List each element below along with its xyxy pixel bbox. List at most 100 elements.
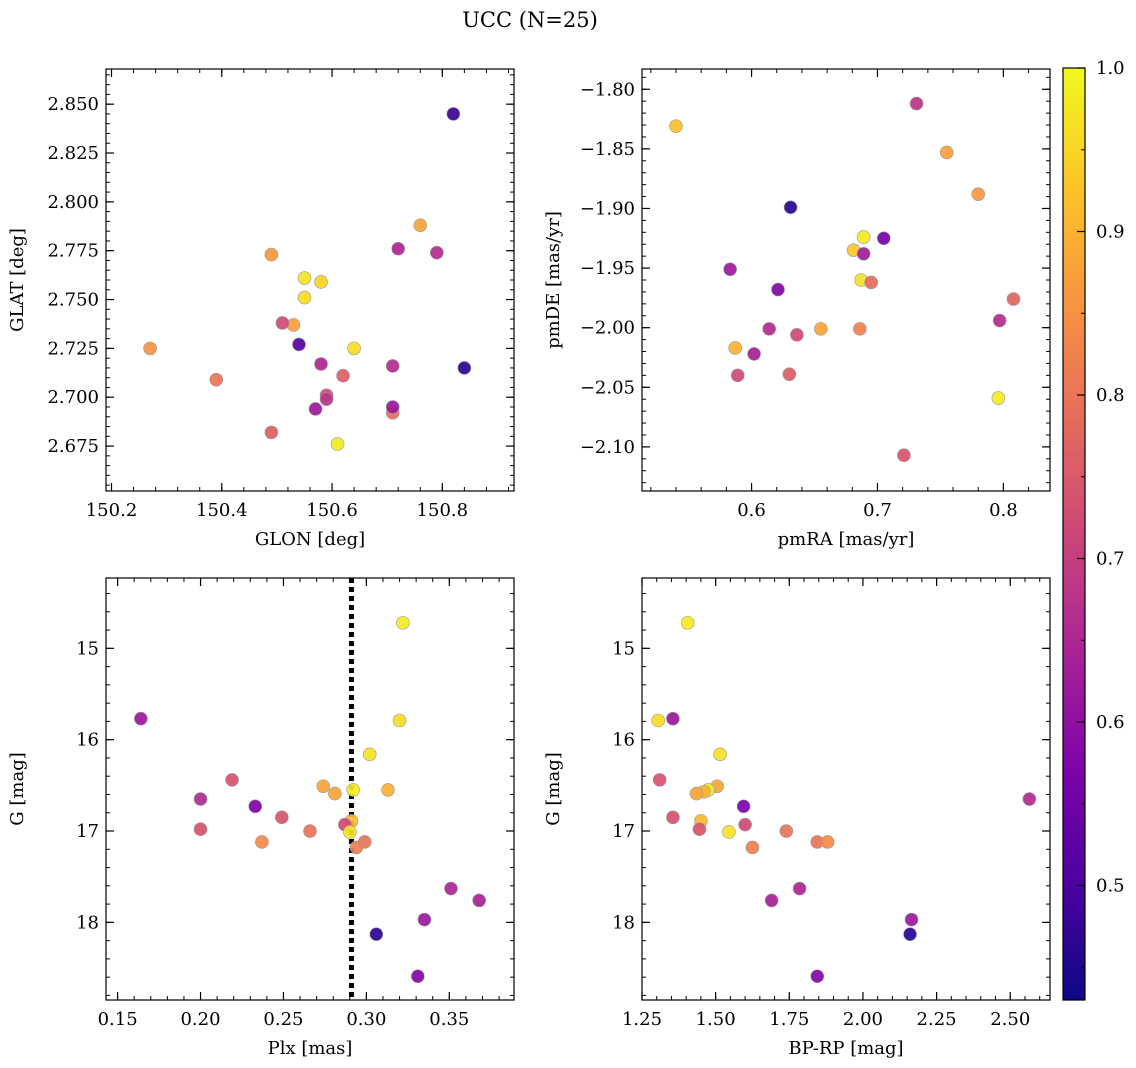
y-tick-label: 2.850 [47, 94, 99, 115]
panel-pmra-pmde: 0.6 0.7 0.8 −2.10 −2.05 −2.00 −1.95 −1.90 −1.85 −… [543, 68, 1051, 550]
data-point [971, 187, 986, 201]
data-point [411, 969, 425, 984]
x-tick-label: 1.75 [769, 1009, 809, 1030]
y-tick-label: 2.775 [47, 241, 99, 262]
x-axis-label: pmRA [mas/yr] [778, 529, 915, 550]
data-point [904, 912, 919, 927]
data-point [723, 262, 737, 277]
x-axis-label: GLON [deg] [255, 529, 365, 550]
data-point [991, 391, 1006, 405]
x-tick-label: 1.25 [622, 1009, 662, 1030]
y-tick-label: 2.700 [47, 387, 99, 408]
y-tick-label: −1.85 [580, 139, 635, 160]
data-point [314, 357, 328, 371]
data-point [666, 711, 680, 726]
y-tick-label: −2.00 [580, 318, 635, 339]
data-point [381, 783, 395, 797]
data-point [853, 322, 867, 336]
data-point [330, 437, 345, 451]
data-point [392, 713, 407, 728]
data-point [316, 779, 331, 794]
data-point [738, 817, 752, 832]
x-tick-label: 150.4 [196, 500, 248, 521]
data-point [856, 246, 871, 261]
data-point [939, 145, 954, 160]
data-point [762, 322, 776, 336]
x-tick-label: 2.50 [990, 1009, 1030, 1030]
data-point [369, 927, 384, 942]
axes-frame [105, 577, 515, 1001]
data-point [472, 893, 486, 908]
data-point [856, 230, 871, 244]
data-point [264, 425, 279, 440]
y-tick-label: 2.800 [47, 192, 99, 213]
data-point [343, 825, 357, 839]
x-tick-label: 2.00 [843, 1009, 883, 1030]
data-point [790, 328, 804, 342]
data-point [713, 747, 727, 762]
data-point [909, 96, 924, 111]
data-point [292, 337, 306, 352]
y-tick-label: −1.90 [580, 198, 635, 219]
data-point [248, 799, 263, 814]
x-tick-label: 0.35 [429, 1009, 469, 1030]
y-tick-label: −1.95 [580, 258, 635, 279]
data-point [864, 275, 878, 290]
data-point [255, 835, 269, 849]
data-point [680, 615, 695, 630]
data-point [792, 881, 807, 896]
y-tick-label: −1.80 [580, 79, 635, 100]
data-point [297, 290, 312, 305]
data-point [328, 786, 342, 801]
data-point [651, 713, 666, 728]
x-tick-label: 1.50 [696, 1009, 736, 1030]
data-point [417, 912, 432, 927]
data-point [193, 792, 208, 806]
data-point [336, 368, 350, 383]
x-tick-label: 150.2 [86, 500, 138, 521]
data-point [308, 402, 323, 416]
data-point [319, 392, 334, 406]
data-point [264, 247, 279, 262]
data-point [457, 361, 472, 375]
data-point [783, 200, 798, 215]
colorbar-gradient [1062, 67, 1086, 1001]
panel-plx-g: 0.15 0.20 0.25 0.30 0.35 15 16 17 18 Plx [mas] G [… [7, 577, 515, 1059]
data-point [736, 799, 751, 814]
data-point [143, 341, 157, 356]
colorbar-tick-label: 0.9 [1096, 222, 1125, 243]
axes-frame [641, 577, 1051, 1001]
data-point [779, 824, 794, 838]
data-point [430, 245, 444, 260]
data-point [134, 711, 148, 726]
x-axis-label: BP-RP [mag] [788, 1038, 903, 1059]
data-point [814, 322, 828, 336]
data-point [1022, 792, 1037, 806]
x-tick-label: 0.7 [863, 500, 892, 521]
y-axis-label: G [mag] [7, 752, 28, 825]
y-tick-label: 18 [76, 912, 99, 933]
data-point [314, 275, 328, 289]
panels: 150.2 150.4 150.6 150.82.6752.7002.7252.750… [7, 68, 1051, 1059]
data-point [362, 747, 377, 762]
x-tick-label: 0.20 [180, 1009, 220, 1030]
data-point [275, 316, 290, 330]
y-tick-label: 17 [76, 821, 99, 842]
panel-glon-glat: 150.2 150.4 150.6 150.8 2.675 2.700 2.725 2.750… [7, 68, 515, 550]
colorbar-tick-label: 0.6 [1096, 712, 1125, 733]
data-point [652, 773, 667, 787]
colorbar-tick-label: 0.7 [1096, 549, 1125, 570]
data-point [225, 773, 239, 787]
data-point [992, 313, 1007, 328]
x-axis-label: Plx [mas] [268, 1038, 353, 1059]
data-point [747, 347, 761, 361]
data-point [810, 969, 825, 984]
colorbar-tick-label: 0.8 [1096, 385, 1125, 406]
panel-bprp-g: 1.25 1.50 1.75 2.00 2.25 2.50 15 16 17 18 BP-RP [m… [543, 577, 1051, 1059]
data-point [391, 241, 406, 256]
data-point [728, 341, 742, 355]
data-point [722, 825, 736, 839]
colorbar: 0.5 0.6 0.7 0.8 0.9 1.0 [1062, 58, 1125, 1001]
data-point [771, 282, 785, 297]
